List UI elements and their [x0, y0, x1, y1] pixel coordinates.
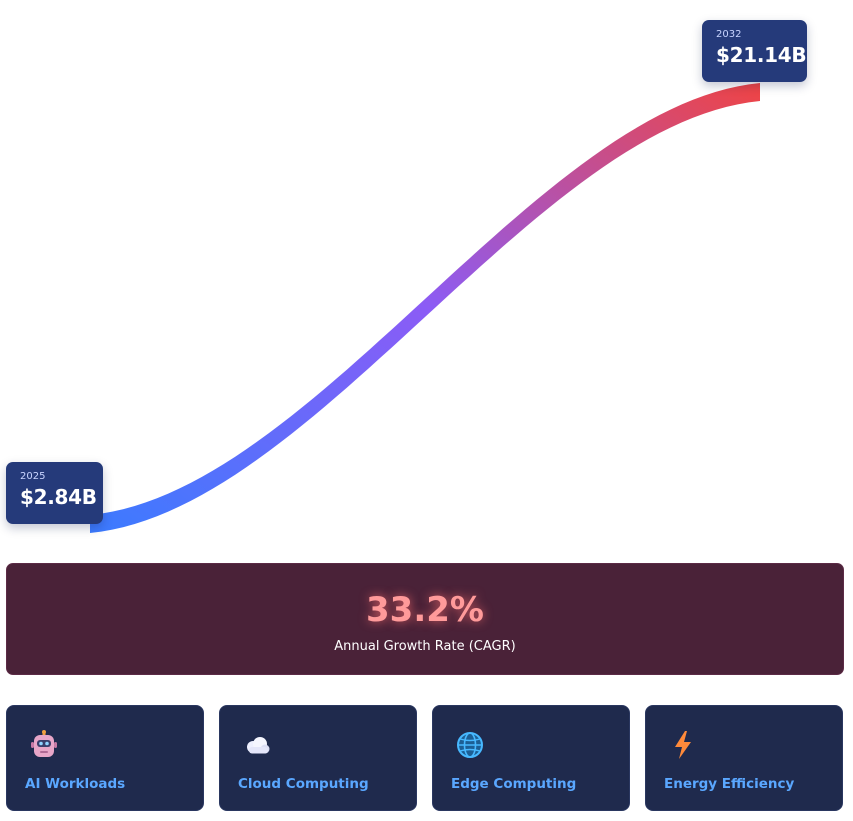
- globe-icon: [457, 732, 483, 758]
- end-value: $21.14B: [716, 43, 807, 67]
- cagr-value: 33.2%: [366, 590, 484, 630]
- feature-card-edge-computing: Edge Computing: [432, 705, 630, 811]
- feature-label-energy-efficiency: Energy Efficiency: [664, 776, 795, 792]
- feature-card-ai-workloads: AI Workloads: [6, 705, 204, 811]
- feature-card-cloud-computing: Cloud Computing: [219, 705, 417, 811]
- start-year: 2025: [20, 471, 46, 482]
- start-value-card: 2025 $2.84B: [6, 462, 103, 524]
- cagr-label: Annual Growth Rate (CAGR): [334, 639, 516, 654]
- growth-ribbon: [90, 83, 760, 533]
- end-year: 2032: [716, 29, 742, 40]
- feature-label-ai-workloads: AI Workloads: [25, 776, 126, 792]
- end-value-card: 2032 $21.14B: [702, 20, 807, 82]
- lightning-icon: [675, 731, 691, 759]
- cloud-icon: [247, 737, 270, 754]
- start-value: $2.84B: [20, 485, 97, 509]
- feature-card-energy-efficiency: Energy Efficiency: [645, 705, 843, 811]
- robot-icon: [31, 730, 57, 757]
- feature-label-edge-computing: Edge Computing: [451, 776, 577, 792]
- cagr-panel: 33.2% Annual Growth Rate (CAGR): [6, 563, 844, 675]
- feature-label-cloud-computing: Cloud Computing: [238, 776, 369, 792]
- growth-chart: [90, 83, 760, 533]
